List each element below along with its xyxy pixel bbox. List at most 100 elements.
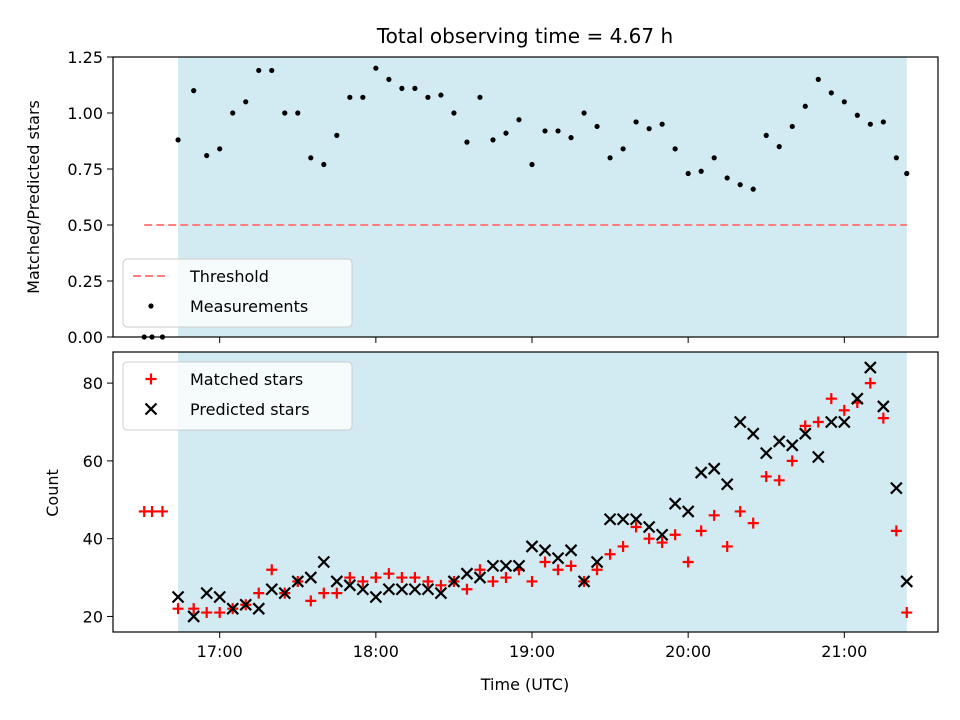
predicted-star-point bbox=[642, 520, 656, 534]
y-tick-label: 1.25 bbox=[67, 48, 103, 67]
plot-frame bbox=[112, 351, 939, 633]
measurement-point bbox=[386, 76, 392, 82]
legend-matched-swatch bbox=[145, 373, 157, 385]
legend: Threshold Measurements bbox=[122, 258, 353, 328]
measurement-point bbox=[256, 67, 262, 74]
predicted-star-point bbox=[304, 571, 318, 584]
legend-predicted-swatch bbox=[144, 402, 158, 416]
measurement-point bbox=[802, 103, 808, 109]
measurement-point bbox=[880, 119, 886, 125]
measurement-point bbox=[904, 170, 910, 177]
matched-star-point bbox=[838, 404, 850, 416]
predicted-star-point bbox=[447, 575, 461, 588]
matched-star-point bbox=[669, 529, 681, 541]
matched-star-point bbox=[318, 587, 330, 599]
predicted-star-point bbox=[877, 400, 890, 413]
chart-title: Total observing time = 4.67 h bbox=[376, 24, 673, 48]
measurement-point bbox=[490, 137, 496, 143]
predicted-star-point bbox=[239, 598, 253, 612]
matched-star-point bbox=[799, 420, 811, 432]
measurement-point bbox=[711, 155, 717, 161]
legend: Matched stars Predicted stars bbox=[122, 361, 353, 431]
predicted-star-point bbox=[382, 582, 396, 596]
x-tick-label: 19:00 bbox=[509, 642, 555, 661]
matched-star-point bbox=[760, 470, 772, 482]
measurement-point bbox=[685, 170, 691, 177]
predicted-star-point bbox=[499, 559, 513, 573]
predicted-star-point bbox=[486, 559, 500, 573]
predicted-star-point bbox=[694, 466, 708, 479]
matched-star-point bbox=[146, 505, 158, 517]
predicted-star-point bbox=[746, 427, 760, 440]
y-tick-label: 60 bbox=[83, 452, 103, 471]
measurement-point bbox=[659, 121, 665, 127]
y-tick-label: 20 bbox=[83, 607, 103, 626]
predicted-star-point bbox=[812, 450, 825, 464]
matched-star-point bbox=[331, 587, 343, 599]
matched-star-point bbox=[539, 556, 551, 568]
predicted-star-point bbox=[187, 610, 200, 623]
predicted-star-point bbox=[265, 582, 279, 596]
matched-star-point bbox=[201, 607, 213, 619]
x-axis-label: Time (UTC) bbox=[480, 675, 569, 694]
matched-star-point bbox=[864, 377, 876, 389]
count-panel: 20 40 60 80 17:00 18:00 19:00 20:00 21:00 Matched… bbox=[83, 351, 939, 661]
legend-entry-label: Predicted stars bbox=[190, 400, 310, 419]
predicted-star-point bbox=[213, 590, 226, 604]
measurement-point bbox=[464, 139, 470, 145]
predicted-star-point bbox=[655, 528, 669, 542]
measurement-point bbox=[633, 119, 639, 125]
predicted-star-point bbox=[785, 439, 799, 452]
measurement-point bbox=[503, 130, 509, 136]
matched-star-point bbox=[500, 572, 512, 584]
measurement-point bbox=[282, 110, 288, 116]
predicted-star-point bbox=[278, 586, 292, 600]
measurement-point bbox=[776, 144, 782, 150]
matched-star-point bbox=[172, 603, 184, 615]
legend-box bbox=[122, 361, 353, 431]
measurement-point bbox=[321, 161, 327, 168]
predicted-star-point bbox=[825, 415, 838, 429]
x-tick-label: 18:00 bbox=[353, 642, 399, 661]
predicted-star-point bbox=[707, 462, 721, 475]
measurement-point bbox=[295, 110, 301, 116]
matched-star-point bbox=[370, 572, 382, 584]
predicted-star-point bbox=[356, 582, 370, 596]
matched-star-point bbox=[786, 455, 798, 467]
y-tick-label: 0.75 bbox=[67, 160, 103, 179]
y-tick-label: 0.25 bbox=[67, 272, 103, 291]
matched-star-point bbox=[877, 412, 889, 424]
measurement-point bbox=[620, 146, 626, 152]
matched-star-point bbox=[682, 556, 694, 568]
measurement-point bbox=[360, 94, 366, 100]
matched-star-point bbox=[604, 548, 616, 560]
predicted-star-point bbox=[200, 586, 213, 600]
predicted-star-point bbox=[421, 582, 435, 596]
matched-star-point bbox=[474, 564, 486, 576]
matched-star-point bbox=[461, 583, 473, 595]
predicted-star-point bbox=[434, 586, 448, 600]
predicted-star-point bbox=[252, 602, 266, 615]
measurement-point bbox=[412, 85, 418, 91]
predicted-star-point bbox=[900, 575, 914, 588]
measurement-point bbox=[672, 146, 678, 152]
predicted-star-point bbox=[551, 551, 565, 565]
y-tick-label: 80 bbox=[83, 374, 103, 393]
measurement-point bbox=[789, 123, 795, 130]
measurement-point bbox=[841, 99, 847, 105]
matched-star-point bbox=[156, 505, 168, 517]
top-y-axis-label: Matched/Predicted stars bbox=[24, 100, 43, 294]
measurement-point bbox=[828, 90, 834, 96]
matched-star-point bbox=[617, 540, 629, 552]
measurement-point bbox=[451, 110, 457, 116]
measurement-point bbox=[373, 65, 379, 71]
predicted-star-point bbox=[171, 590, 185, 604]
y-tick-label: 0.00 bbox=[67, 328, 103, 347]
predicted-star-point bbox=[408, 582, 422, 596]
predicted-star-point bbox=[330, 575, 344, 588]
legend-entry-label: Matched stars bbox=[190, 370, 303, 389]
x-tick-label: 20:00 bbox=[665, 642, 711, 661]
matched-star-point bbox=[656, 537, 668, 549]
matched-star-point bbox=[383, 568, 395, 580]
matched-star-point bbox=[305, 595, 317, 607]
